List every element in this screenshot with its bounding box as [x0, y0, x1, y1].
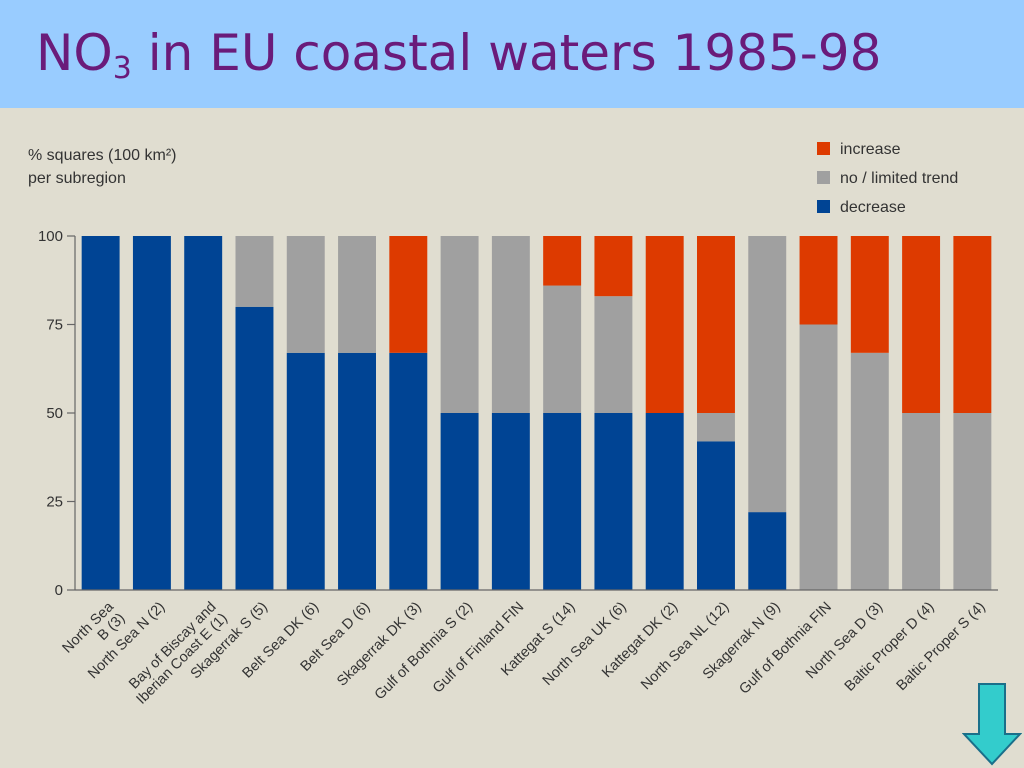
down-arrow-icon[interactable]: [962, 682, 1022, 766]
bar-segment-no-limited-trend: [696, 413, 735, 442]
title-subscript: 3: [112, 51, 132, 86]
category-label: Gulf of Bothnia FIN: [736, 599, 835, 698]
legend: increase no / limited trend decrease: [817, 141, 958, 216]
legend-label: increase: [840, 141, 901, 158]
bar-segment-no-limited-trend: [543, 285, 582, 413]
bar-segment-decrease: [440, 413, 479, 590]
category-label-line: Gulf of Finland FIN: [430, 599, 527, 696]
bar-segment-decrease: [338, 352, 377, 590]
bar-segment-decrease: [748, 512, 787, 590]
y-tick-label: 100: [38, 228, 63, 245]
bar-segment-decrease: [286, 352, 325, 590]
bar-segment-no-limited-trend: [491, 236, 530, 413]
bar-segment-decrease: [543, 413, 582, 590]
bar-segment-no-limited-trend: [850, 352, 889, 590]
bar-segment-no-limited-trend: [235, 236, 274, 307]
bar-segment-increase: [850, 236, 889, 353]
bar-segment-no-limited-trend: [953, 413, 992, 590]
category-label-line: Gulf of Bothnia FIN: [736, 599, 835, 698]
bar-segment-no-limited-trend: [440, 236, 479, 413]
bar-segment-no-limited-trend: [748, 236, 787, 513]
slide-title: NO3 in EU coastal waters 1985-98: [36, 28, 881, 84]
y-axis-label: % squares (100 km²) per subregion: [28, 147, 177, 187]
bar-segment-decrease: [594, 413, 633, 590]
bar-segment-no-limited-trend: [594, 296, 633, 413]
category-label-line: Gulf of Bothnia S (2): [372, 599, 476, 703]
bar-segment-increase: [953, 236, 992, 413]
category-label: Gulf of Bothnia S (2): [372, 599, 476, 703]
bar-segment-decrease: [132, 236, 171, 590]
category-label: Baltic Proper S (4): [894, 599, 989, 694]
y-tick-label: 75: [46, 317, 63, 334]
y-axis-label-line: per subregion: [28, 170, 126, 187]
bar-segment-no-limited-trend: [799, 324, 838, 590]
bar-segment-increase: [389, 236, 428, 353]
bar-segment-increase: [902, 236, 941, 413]
bar-segment-decrease: [81, 236, 120, 590]
category-label: Gulf of Finland FIN: [430, 599, 527, 696]
y-tick-label: 50: [46, 405, 63, 422]
legend-label: no / limited trend: [840, 170, 958, 187]
bar-segment-decrease: [696, 441, 735, 590]
y-tick-label: 25: [46, 494, 63, 511]
legend-swatch: [817, 142, 830, 155]
bars: [81, 236, 992, 590]
y-tick-label: 0: [55, 582, 63, 599]
stacked-bar-chart: % squares (100 km²) per subregion increas…: [28, 141, 998, 708]
bar-segment-decrease: [645, 413, 684, 590]
bar-segment-increase: [543, 236, 582, 286]
legend-swatch: [817, 171, 830, 184]
category-label-line: Baltic Proper D (4): [842, 599, 938, 695]
bar-segment-no-limited-trend: [338, 236, 377, 353]
category-label-line: North Sea NL (12): [638, 599, 732, 693]
axes: 0 25 50 75 100: [38, 228, 998, 599]
bar-segment-increase: [594, 236, 633, 297]
legend-label: decrease: [840, 199, 906, 216]
chart-panel: % squares (100 km²) per subregion increas…: [0, 108, 1024, 768]
bar-segment-decrease: [389, 352, 428, 590]
bar-segment-decrease: [491, 413, 530, 590]
category-label: Baltic Proper D (4): [842, 599, 938, 695]
title-main: NO: [36, 24, 113, 82]
bar-segment-increase: [645, 236, 684, 413]
title-bar: NO3 in EU coastal waters 1985-98: [0, 0, 1024, 108]
legend-swatch: [817, 200, 830, 213]
title-rest: in EU coastal waters 1985-98: [131, 24, 882, 82]
bar-segment-no-limited-trend: [286, 236, 325, 353]
y-axis-label-line: % squares (100 km²): [28, 147, 177, 164]
bar-segment-increase: [696, 236, 735, 413]
category-label-line: Baltic Proper S (4): [894, 599, 989, 694]
category-label: North Sea NL (12): [638, 599, 732, 693]
bar-segment-decrease: [235, 306, 274, 590]
bar-segment-decrease: [184, 236, 223, 590]
bar-segment-increase: [799, 236, 838, 325]
bar-segment-no-limited-trend: [902, 413, 941, 590]
